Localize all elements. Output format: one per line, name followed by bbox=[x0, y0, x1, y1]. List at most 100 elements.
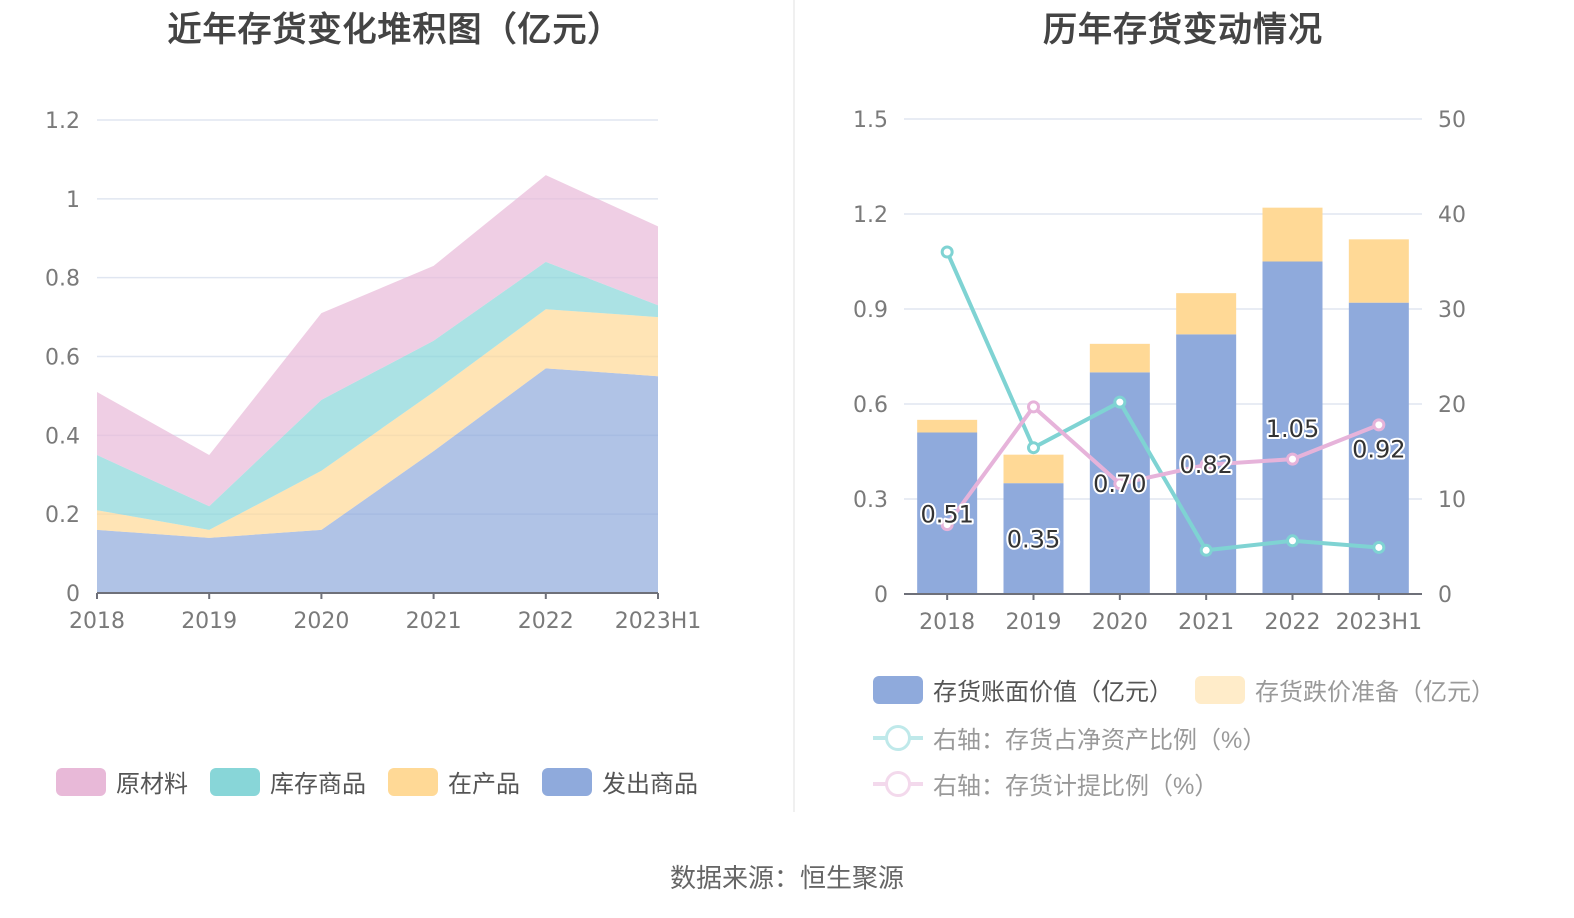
line-point bbox=[1027, 400, 1040, 414]
bar-value-label: 0.35 bbox=[1007, 526, 1060, 554]
panel-divider bbox=[793, 0, 795, 812]
bar-line-chart: 0.51 0.35 0.70 0.82 1.05 0.92 0 0.3 0.6 0.9 1.2 1.… bbox=[853, 108, 1466, 635]
legend-item-inventory-ratio[interactable]: 右轴：存货占净资产比例（%） bbox=[873, 720, 1266, 755]
legend-item-work-in-progress[interactable]: 在产品 bbox=[388, 764, 520, 799]
bar-book-value bbox=[1003, 483, 1064, 594]
legend-swatch bbox=[542, 767, 592, 796]
x-tick-label: 2021 bbox=[1178, 610, 1234, 635]
line-point bbox=[940, 518, 954, 532]
y-tick-label: 0.8 bbox=[45, 267, 80, 292]
legend-item-book-value[interactable]: 存货账面价值（亿元） bbox=[873, 672, 1173, 707]
legend-swatch bbox=[873, 675, 923, 704]
right-legend-row-1: 存货账面价值（亿元） 存货跌价准备（亿元） bbox=[873, 672, 1517, 707]
x-tick-label: 2020 bbox=[293, 609, 349, 634]
x-tick-label: 2019 bbox=[1006, 610, 1062, 635]
line-point bbox=[1286, 534, 1299, 548]
y-tick-label: 1.5 bbox=[853, 108, 888, 133]
bar-value-label: 0.92 bbox=[1352, 435, 1405, 463]
x-tick-label: 2018 bbox=[69, 609, 125, 634]
bar-value-label: 0.82 bbox=[1179, 451, 1232, 479]
right-axis: 0 0.3 0.6 0.9 1.2 1.5 0 10 20 30 40 50 2018 2019 2020 2… bbox=[853, 108, 1466, 635]
y-tick-label: 1.2 bbox=[853, 203, 888, 228]
legend-label: 右轴：存货占净资产比例（%） bbox=[933, 727, 1267, 754]
y-tick-label: 1.2 bbox=[45, 109, 80, 134]
bar-value-label: 0.70 bbox=[1093, 470, 1146, 498]
bar-impairment bbox=[1003, 454, 1064, 484]
y-tick-label: 0.6 bbox=[45, 346, 80, 371]
line-point bbox=[1372, 540, 1386, 554]
line-point bbox=[1372, 418, 1386, 432]
legend-swatch bbox=[56, 767, 106, 796]
bar-value-label: 1.05 bbox=[1266, 415, 1319, 443]
legend-label: 发出商品 bbox=[602, 771, 698, 798]
legend-item-impairment[interactable]: 存货跌价准备（亿元） bbox=[1195, 672, 1495, 707]
right-chart-title: 历年存货变动情况 bbox=[1043, 10, 1323, 50]
x-tick-label: 2018 bbox=[919, 610, 975, 635]
bar-impairment bbox=[1089, 343, 1150, 373]
y-tick-label: 0.6 bbox=[853, 393, 888, 418]
legend-label: 存货账面价值（亿元） bbox=[933, 679, 1173, 706]
x-tick-label: 2021 bbox=[406, 609, 462, 634]
area-发出商品 bbox=[97, 368, 658, 593]
right-legend-row-2: 右轴：存货占净资产比例（%） bbox=[873, 720, 1288, 755]
line-point bbox=[1286, 452, 1299, 466]
line-point bbox=[1113, 395, 1127, 409]
line-provision-ratio bbox=[945, 403, 1380, 526]
data-source-footer: 数据来源：恒生聚源 bbox=[669, 863, 904, 893]
legend-label: 存货跌价准备（亿元） bbox=[1255, 679, 1495, 706]
y2-tick-label: 30 bbox=[1438, 298, 1466, 323]
y2-tick-label: 10 bbox=[1438, 488, 1466, 513]
y2-tick-label: 40 bbox=[1438, 203, 1466, 228]
bar-impairment bbox=[917, 419, 978, 433]
y2-tick-label: 20 bbox=[1438, 393, 1466, 418]
bar-impairment bbox=[1348, 239, 1409, 303]
right-grid bbox=[904, 118, 1422, 500]
x-tick-label: 2022 bbox=[1265, 610, 1321, 635]
legend-item-finished-goods[interactable]: 库存商品 bbox=[210, 764, 366, 799]
legend-label: 原材料 bbox=[116, 771, 188, 798]
left-axis: 0 0.2 0.4 0.6 0.8 1 1.2 2018 2019 2020 2021 2022 202… bbox=[45, 109, 701, 634]
legend-swatch bbox=[210, 767, 260, 796]
y-tick-label: 0.3 bbox=[853, 488, 888, 513]
right-bars bbox=[917, 207, 1409, 594]
left-legend: 原材料 库存商品 在产品 发出商品 bbox=[56, 764, 720, 799]
left-chart-title: 近年存货变化堆积图（亿元） bbox=[167, 10, 623, 50]
line-point bbox=[940, 245, 954, 259]
bar-book-value bbox=[917, 432, 978, 594]
y2-tick-label: 0 bbox=[1438, 583, 1452, 608]
y-tick-label: 0.2 bbox=[45, 503, 80, 528]
legend-item-provision-ratio[interactable]: 右轴：存货计提比例（%） bbox=[873, 766, 1218, 801]
line-point bbox=[1199, 543, 1213, 557]
legend-label: 库存商品 bbox=[270, 771, 366, 798]
left-areas bbox=[97, 175, 658, 593]
right-lines bbox=[940, 245, 1386, 557]
stacked-area-chart: 0 0.2 0.4 0.6 0.8 1 1.2 2018 2019 2020 2021 2022 202… bbox=[45, 109, 701, 634]
legend-label: 在产品 bbox=[448, 771, 520, 798]
line-point bbox=[1199, 458, 1213, 472]
y-tick-label: 1 bbox=[66, 188, 80, 213]
y-tick-label: 0.9 bbox=[853, 298, 888, 323]
y-tick-label: 0 bbox=[874, 583, 888, 608]
legend-label: 右轴：存货计提比例（%） bbox=[933, 773, 1219, 800]
bar-impairment bbox=[1262, 207, 1323, 262]
legend-line-swatch bbox=[873, 724, 923, 752]
legend-line-swatch bbox=[873, 770, 923, 798]
legend-swatch bbox=[388, 767, 438, 796]
x-tick-label: 2023H1 bbox=[615, 609, 702, 634]
legend-swatch bbox=[1195, 675, 1245, 704]
area-在产品 bbox=[97, 309, 658, 538]
line-point bbox=[1027, 441, 1040, 455]
area-库存商品 bbox=[97, 261, 658, 530]
legend-item-goods-shipped[interactable]: 发出商品 bbox=[542, 764, 698, 799]
right-labels: 0.51 0.35 0.70 0.82 1.05 0.92 bbox=[918, 413, 1407, 556]
bar-impairment bbox=[1176, 293, 1237, 335]
right-legend-row-3: 右轴：存货计提比例（%） bbox=[873, 766, 1240, 801]
x-tick-label: 2019 bbox=[181, 609, 237, 634]
x-tick-label: 2022 bbox=[518, 609, 574, 634]
y-tick-label: 0 bbox=[66, 582, 80, 607]
legend-item-raw-materials[interactable]: 原材料 bbox=[56, 764, 188, 799]
x-tick-label: 2020 bbox=[1092, 610, 1148, 635]
area-原材料 bbox=[97, 175, 658, 507]
line-point bbox=[1113, 477, 1127, 491]
bar-value-label: 0.51 bbox=[920, 500, 973, 528]
